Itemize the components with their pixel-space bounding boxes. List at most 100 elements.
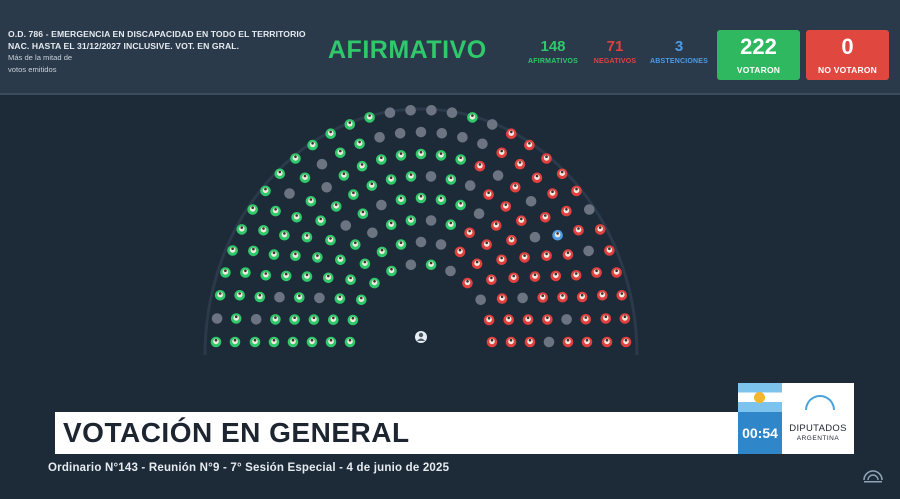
seat (435, 150, 447, 161)
seat (467, 112, 478, 123)
seat (316, 158, 328, 170)
seat (345, 274, 356, 286)
diputados-logo-block: DIPUTADOS ARGENTINA (782, 383, 854, 454)
seat (454, 246, 466, 258)
seat (357, 208, 369, 219)
seat (308, 314, 320, 325)
seat (464, 227, 475, 239)
seat (455, 154, 467, 165)
seat (312, 252, 323, 263)
seat (240, 267, 251, 278)
seat (514, 158, 526, 170)
seat (556, 168, 568, 180)
seat (376, 199, 387, 211)
seat (616, 290, 628, 301)
vote-summary-header: O.D. 786 - EMERGENCIA EN DISCAPACIDAD EN… (0, 0, 900, 95)
seat (542, 314, 553, 325)
sun-of-may-icon (754, 392, 765, 403)
diputados-logo-icon (805, 395, 835, 410)
seat (425, 171, 437, 182)
seat (496, 147, 508, 159)
seat (405, 215, 417, 226)
abstenciones-value: 3 (674, 38, 684, 55)
seat (367, 227, 378, 239)
seat (541, 153, 552, 164)
seat (557, 291, 568, 303)
seat (211, 313, 223, 324)
seat (541, 250, 552, 261)
seat (492, 170, 504, 181)
institution-name: DIPUTADOS (789, 423, 847, 434)
seat (291, 212, 303, 223)
seat (354, 138, 365, 150)
seat (597, 290, 608, 301)
seat (248, 245, 259, 257)
majority-type-line1: Más de la mitad de (8, 53, 73, 62)
seat (268, 336, 280, 348)
seat (344, 119, 356, 130)
seat (537, 292, 548, 303)
argentina-flag-icon (738, 383, 782, 412)
seat (594, 224, 606, 235)
seat (344, 336, 356, 348)
seat (517, 292, 528, 304)
negativos-count: 71 NEGATIVOS (580, 38, 650, 69)
seat (328, 314, 339, 326)
seat (561, 314, 572, 325)
seat (620, 336, 632, 348)
seat (540, 212, 551, 223)
seat (611, 267, 622, 278)
seat (446, 107, 458, 118)
majority-type-line2: votos emitidos (8, 65, 57, 74)
seat (280, 270, 292, 282)
seat (415, 126, 427, 138)
vote-result: AFIRMATIVO (328, 36, 487, 64)
seat (481, 239, 493, 250)
no-votaron-value: 0 (841, 34, 854, 59)
seat (435, 239, 447, 250)
lower-third-bar: VOTACIÓN EN GENERAL (48, 412, 745, 454)
seat (573, 225, 584, 236)
seat (506, 128, 517, 139)
seat (619, 313, 631, 324)
seat (274, 291, 285, 303)
seat (268, 249, 280, 260)
seat (516, 215, 527, 226)
seat (330, 201, 342, 212)
seat (236, 224, 248, 235)
seat (510, 182, 521, 193)
seat (503, 314, 514, 326)
seat (506, 234, 517, 246)
seat (384, 107, 396, 118)
negativos-value: 71 (606, 38, 624, 55)
seat (580, 314, 592, 325)
seat (405, 171, 417, 182)
seat (306, 336, 318, 348)
seat (395, 194, 407, 206)
channel-logo-icon (863, 470, 883, 483)
president-seat-icon (415, 331, 427, 343)
seat (473, 208, 485, 219)
seat (550, 270, 562, 282)
seat (436, 128, 448, 139)
seat (455, 199, 466, 211)
seat (210, 336, 222, 348)
seats-group (210, 105, 632, 348)
seat (445, 174, 457, 185)
no-votaron-box: 0 NO VOTARON (806, 30, 889, 80)
seat (335, 147, 346, 159)
seat (462, 277, 473, 289)
seat (457, 132, 468, 143)
seat (581, 336, 593, 348)
votaron-label: VOTARON (736, 65, 781, 75)
vote-timer-value: 00:54 (742, 425, 778, 441)
seat (604, 245, 615, 256)
seat (366, 180, 378, 191)
afirmativos-label: AFIRMATIVOS (528, 58, 578, 65)
seat (290, 153, 301, 164)
seat (250, 314, 262, 325)
seat (445, 219, 457, 230)
hemicycle-outline (203, 107, 639, 356)
seat (364, 112, 375, 123)
